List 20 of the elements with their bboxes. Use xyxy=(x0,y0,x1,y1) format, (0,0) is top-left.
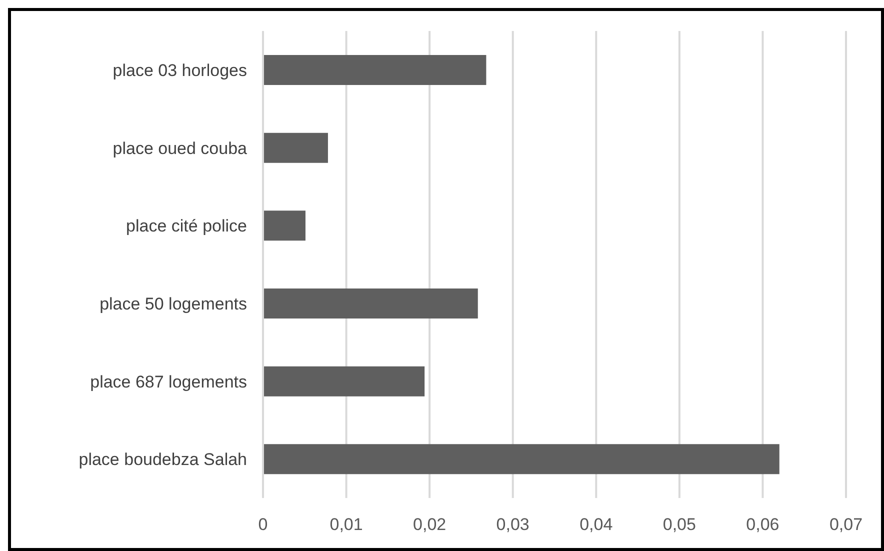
bar xyxy=(263,288,478,318)
y-tick-label: place oued couba xyxy=(112,138,248,158)
x-tick-label: 0,04 xyxy=(580,515,613,534)
bar xyxy=(263,366,425,396)
y-tick-label: place 687 logements xyxy=(90,372,247,392)
x-tick-label: 0,01 xyxy=(330,515,363,534)
bar xyxy=(263,132,328,163)
bar xyxy=(263,444,780,474)
x-tick-label: 0,02 xyxy=(413,515,446,534)
y-tick-label: place 50 logements xyxy=(100,294,247,314)
x-tick-label: 0,03 xyxy=(496,515,530,534)
bar xyxy=(263,55,486,85)
x-tick-label: 0,07 xyxy=(829,515,863,534)
y-tick-label: place cité police xyxy=(126,216,247,236)
x-tick-label: 0 xyxy=(258,515,268,534)
y-tick-label: place 03 horloges xyxy=(112,60,247,80)
x-tick-label: 0,06 xyxy=(746,515,780,534)
y-tick-label: place boudebza Salah xyxy=(78,450,247,470)
x-tick-label: 0,05 xyxy=(662,515,696,534)
bar xyxy=(263,210,306,241)
